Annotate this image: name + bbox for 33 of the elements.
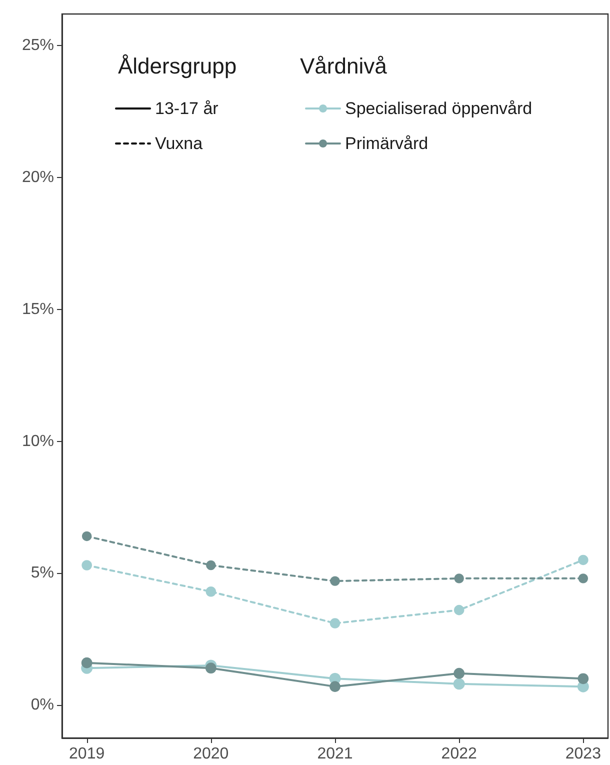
point <box>454 604 464 616</box>
x-tick-label: 2019 <box>69 746 105 762</box>
x-tick-label: 2022 <box>441 746 477 762</box>
point <box>206 560 216 570</box>
point <box>578 554 588 566</box>
legend-label: Vuxna <box>155 134 204 153</box>
point <box>81 657 92 668</box>
y-tick-label: 0% <box>30 696 54 714</box>
point <box>82 560 92 570</box>
point <box>453 678 465 690</box>
point <box>454 574 464 584</box>
y-tick-label: 20% <box>22 169 54 186</box>
x-tick-label: 2020 <box>193 746 229 762</box>
x-tick-label: 2021 <box>317 746 353 762</box>
point <box>578 574 588 584</box>
point <box>454 668 465 679</box>
annotation: Åldersgrupp <box>118 54 237 78</box>
point <box>330 618 340 628</box>
y-tick-label: 10% <box>22 432 54 450</box>
y-tick-label: 25% <box>22 37 54 54</box>
point <box>330 681 340 692</box>
point <box>205 662 216 674</box>
legend-label: Primärvård <box>345 134 428 153</box>
y-tick-label: 15% <box>22 300 54 318</box>
legend-label: 13-17 år <box>155 99 219 118</box>
legend-label: Specialiserad öppenvård <box>345 99 532 118</box>
point <box>330 576 340 586</box>
point <box>206 586 216 597</box>
point <box>82 531 92 542</box>
x-tick-label: 2023 <box>565 746 602 762</box>
point <box>578 673 589 684</box>
y-tick-label: 5% <box>30 564 54 582</box>
legend-title: Vårdnivå <box>300 54 388 78</box>
